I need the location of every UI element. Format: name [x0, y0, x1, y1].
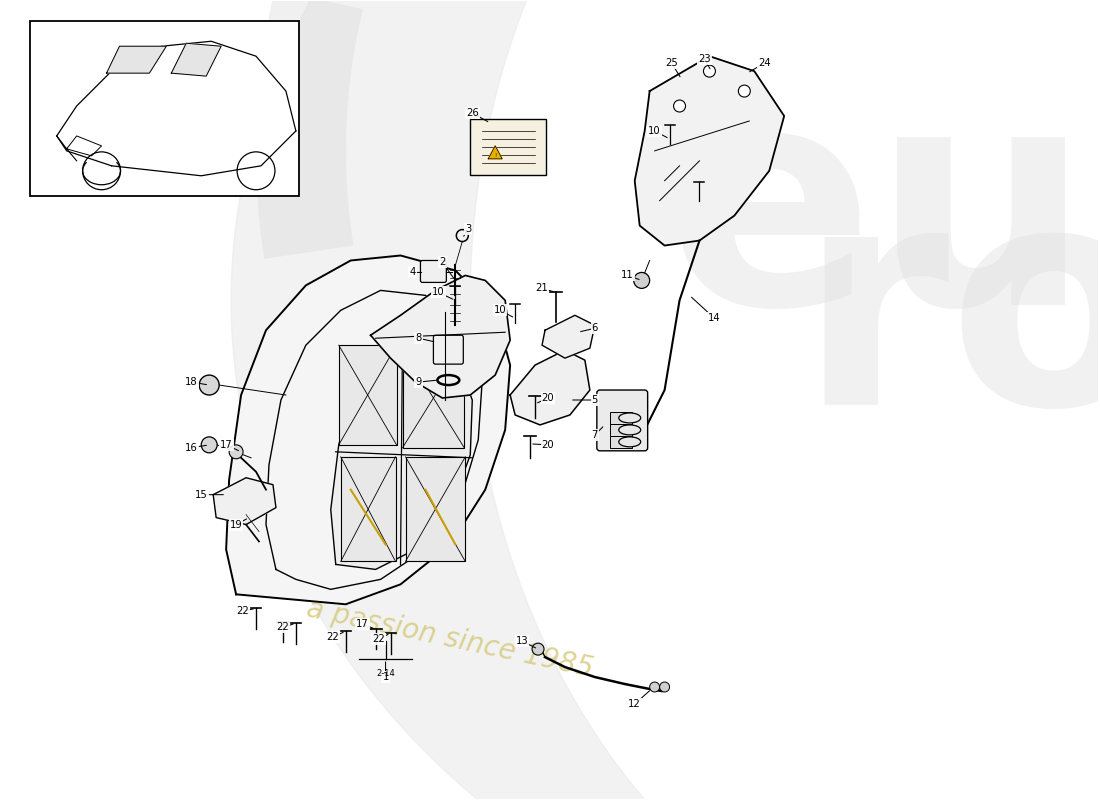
Circle shape	[704, 65, 715, 77]
Text: 22: 22	[236, 606, 250, 616]
Bar	[609, 436, 631, 448]
Text: 19: 19	[230, 519, 242, 530]
Text: 16: 16	[185, 443, 198, 453]
Polygon shape	[227, 255, 510, 604]
Polygon shape	[635, 56, 784, 246]
Text: 7: 7	[592, 430, 598, 440]
Ellipse shape	[619, 425, 640, 435]
Text: 10: 10	[648, 126, 661, 136]
Text: 22: 22	[372, 634, 385, 644]
Text: 15: 15	[195, 490, 208, 500]
Circle shape	[229, 445, 243, 458]
Text: 8: 8	[416, 334, 421, 343]
Circle shape	[650, 682, 660, 692]
Ellipse shape	[619, 437, 640, 447]
Circle shape	[199, 375, 219, 395]
Circle shape	[673, 100, 685, 112]
Text: 12: 12	[628, 699, 641, 709]
Text: 13: 13	[516, 636, 528, 646]
Text: 1: 1	[383, 672, 388, 682]
Text: eu: eu	[667, 72, 1091, 369]
Bar	[30, 22, 299, 196]
Bar	[341, 457, 396, 562]
Circle shape	[201, 437, 217, 453]
Text: 23: 23	[698, 54, 711, 64]
Text: 11: 11	[621, 270, 634, 281]
Text: !: !	[494, 154, 496, 158]
Text: 18: 18	[185, 377, 198, 387]
Text: 26: 26	[466, 108, 478, 118]
Ellipse shape	[619, 413, 640, 423]
Text: 2-14: 2-14	[376, 669, 395, 678]
Text: 22: 22	[327, 632, 339, 642]
Text: 17: 17	[356, 619, 369, 630]
Text: 14: 14	[708, 314, 720, 323]
Bar	[609, 424, 631, 436]
FancyBboxPatch shape	[597, 390, 648, 451]
FancyBboxPatch shape	[420, 261, 447, 282]
Text: 20: 20	[541, 393, 554, 403]
Polygon shape	[542, 315, 595, 358]
Text: 22: 22	[276, 622, 289, 632]
Circle shape	[738, 85, 750, 97]
Text: 20: 20	[541, 440, 554, 450]
Bar	[609, 412, 631, 424]
Polygon shape	[371, 275, 510, 398]
Polygon shape	[172, 43, 221, 76]
Bar	[403, 348, 464, 448]
Polygon shape	[488, 146, 503, 159]
Text: 10: 10	[494, 306, 506, 315]
Text: 5: 5	[592, 395, 598, 405]
Circle shape	[532, 643, 544, 655]
Text: 4: 4	[409, 267, 416, 278]
Bar	[339, 345, 396, 445]
Text: 17: 17	[220, 440, 232, 450]
Text: 24: 24	[758, 58, 771, 68]
Text: 9: 9	[416, 377, 421, 387]
Text: a passion since 1985: a passion since 1985	[305, 595, 596, 683]
Bar	[406, 457, 465, 562]
Polygon shape	[107, 46, 166, 73]
FancyBboxPatch shape	[433, 335, 463, 364]
Text: 25: 25	[666, 58, 678, 68]
Polygon shape	[213, 478, 276, 525]
Polygon shape	[331, 335, 472, 570]
Text: 21: 21	[536, 283, 549, 294]
Text: 6: 6	[592, 323, 598, 334]
Text: 2: 2	[439, 258, 446, 267]
Circle shape	[634, 273, 650, 288]
Text: 10: 10	[432, 287, 444, 298]
FancyBboxPatch shape	[471, 119, 546, 174]
Text: 3: 3	[465, 223, 472, 234]
Polygon shape	[510, 350, 590, 425]
Text: ro: ro	[799, 172, 1100, 469]
Circle shape	[660, 682, 670, 692]
